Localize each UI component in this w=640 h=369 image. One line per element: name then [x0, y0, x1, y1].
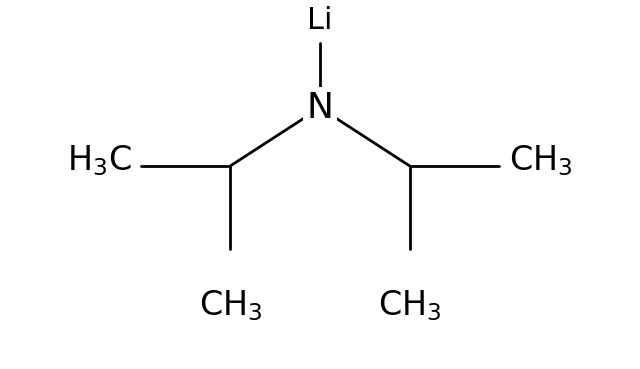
Text: CH$_3$: CH$_3$ [198, 288, 262, 323]
Text: CH$_3$: CH$_3$ [509, 143, 573, 178]
Text: Li: Li [307, 6, 333, 35]
Text: CH$_3$: CH$_3$ [378, 288, 442, 323]
Text: N: N [307, 91, 333, 125]
Text: H$_3$C: H$_3$C [67, 143, 132, 178]
